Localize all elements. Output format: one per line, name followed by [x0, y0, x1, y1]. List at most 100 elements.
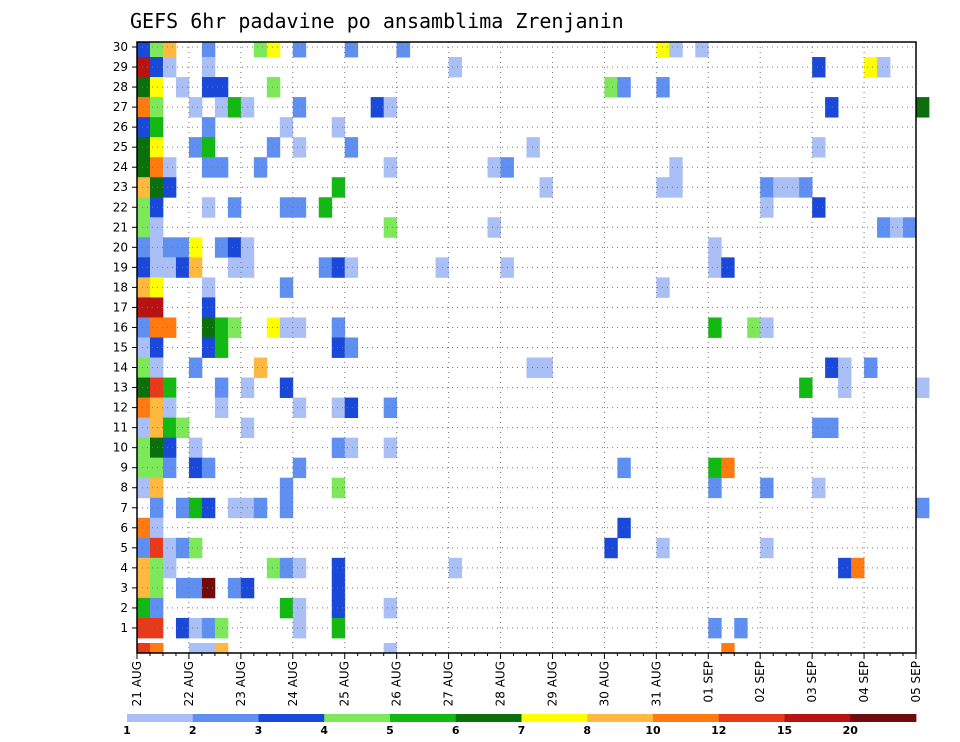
y-tick-label: 22 — [113, 200, 128, 214]
precip-cell-m4-t15 — [331, 557, 346, 579]
precip-cell-m1-t4 — [188, 617, 203, 639]
precip-cell-m19-t15 — [331, 257, 346, 278]
precip-cell-m30-t0 — [137, 42, 151, 58]
precip-cell-m3-t7 — [227, 577, 242, 599]
precip-cell-m29-t52 — [812, 57, 826, 78]
colorbar-legend: 1 2 3 4 5 6 7 8 10 12 15 20 — [123, 714, 917, 737]
precip-cell-m15-t5 — [201, 337, 216, 358]
precip-cell-m12-t16 — [344, 397, 359, 419]
colorbar-label: 2 — [189, 724, 197, 737]
precip-cell-m25-t1 — [149, 137, 164, 158]
precip-cell-m23-t31 — [539, 177, 553, 198]
precip-cell-m22-t1 — [149, 197, 164, 218]
precip-cell-m2-t1 — [149, 597, 164, 619]
precip-cell-m11-t1 — [149, 417, 164, 439]
y-tick-label: 2 — [120, 601, 128, 615]
precip-cell-m15-t6 — [214, 337, 229, 358]
precip-cell-m9-t1 — [149, 457, 164, 479]
precip-cell-m19-t2 — [162, 257, 177, 278]
precip-cell-m25-t16 — [344, 137, 359, 158]
y-tick-label: 6 — [120, 521, 128, 535]
precip-cell-m23-t49 — [773, 177, 787, 198]
precip-cell-m24-t6 — [214, 157, 229, 178]
y-tick-label: 30 — [113, 40, 128, 54]
precip-cell-m1-t1 — [149, 617, 164, 639]
precip-cell-m4-t0 — [137, 557, 151, 579]
x-tick-label: 30 AUG — [597, 661, 611, 706]
y-tick-label: 5 — [120, 541, 128, 555]
colorbar-label: 6 — [452, 724, 460, 737]
colorbar-swatch — [455, 714, 522, 722]
precip-cell-m25-t4 — [188, 137, 203, 158]
x-tick-label: 24 AUG — [286, 661, 300, 706]
colorbar-swatch — [653, 714, 720, 722]
y-tick-label: 9 — [120, 461, 128, 475]
precip-cell-m16-t47 — [747, 317, 761, 338]
precip-cell-m13-t6 — [214, 377, 229, 398]
precip-cell-m9-t44 — [708, 457, 722, 479]
precip-cell-m30-t41 — [669, 42, 683, 58]
precip-cell-m4-t2 — [162, 557, 177, 579]
precip-cell-m16-t12 — [292, 317, 307, 338]
precip-cell-m27-t7 — [227, 97, 242, 118]
grid-lines — [137, 42, 916, 653]
precip-cell-m21-t27 — [487, 217, 501, 238]
precip-cell-m14-t0 — [137, 357, 151, 378]
precip-cell-m25-t30 — [526, 137, 540, 158]
precip-cell-m1-t5 — [201, 617, 216, 639]
y-tick-label: 8 — [120, 481, 128, 495]
precip-cell-m19-t44 — [708, 257, 722, 278]
colorbar-swatch — [587, 714, 654, 722]
precip-cell-m8-t1 — [149, 477, 164, 499]
y-tick-label: 17 — [113, 300, 128, 314]
colorbar-label: 12 — [711, 724, 726, 737]
y-tick-label: 10 — [113, 441, 128, 455]
precip-cell-m28-t1 — [149, 77, 164, 98]
x-tick-label: 03 SEP — [805, 661, 819, 703]
precip-cell-m20-t2 — [162, 237, 177, 258]
precip-cell-m3-t1 — [149, 577, 164, 599]
precip-cell-m4-t12 — [292, 557, 307, 579]
precip-cell-m19-t14 — [318, 257, 333, 278]
precip-cell-m11-t52 — [812, 417, 826, 439]
precip-cell-m23-t15 — [331, 177, 346, 198]
precip-cell-m7-t11 — [279, 497, 294, 519]
colorbar-label: 20 — [843, 724, 859, 737]
colorbar-label: 4 — [320, 724, 328, 737]
precip-cell-m27-t1 — [149, 97, 164, 118]
precip-cell-m14-t30 — [526, 357, 540, 378]
precip-cell-m15-t1 — [149, 337, 164, 358]
colorbar-label: 15 — [777, 724, 792, 737]
precip-cell-m8-t11 — [279, 477, 294, 499]
precip-cell-m21-t58 — [890, 217, 904, 238]
precip-cell-m13-t0 — [137, 377, 151, 398]
y-tick-label: 13 — [113, 381, 128, 395]
precip-cell-m14-t56 — [864, 357, 878, 378]
x-tick-label: 23 AUG — [234, 661, 248, 706]
precip-cell-m20-t6 — [214, 237, 229, 258]
y-tick-label: 7 — [120, 501, 128, 515]
precip-cell-m15-t0 — [137, 337, 151, 358]
precip-cell-m13-t1 — [149, 377, 164, 398]
precip-cell-m1-t46 — [734, 617, 748, 639]
x-tick-label: 04 SEP — [857, 661, 871, 703]
precip-cell-m13-t51 — [799, 377, 813, 398]
precip-cell-m22-t5 — [201, 197, 216, 218]
precip-cell-m18-t5 — [201, 277, 216, 298]
precip-cell-m20-t4 — [188, 237, 203, 258]
precip-cell-m29-t1 — [149, 57, 164, 78]
precip-cell-m3-t15 — [331, 577, 346, 599]
precip-cell-m7-t1 — [149, 497, 164, 519]
precip-cell-m27-t6 — [214, 97, 229, 118]
precip-cell-m30-t1 — [149, 42, 164, 58]
x-tick-label: 29 AUG — [545, 661, 559, 706]
precip-cell-m2-t15 — [331, 597, 346, 619]
precip-cell-m10-t2 — [162, 437, 177, 459]
precip-cell-m2-t12 — [292, 597, 307, 619]
precip-cell-m29-t2 — [162, 57, 177, 78]
precip-cell-m21-t1 — [149, 217, 164, 238]
precip-cell-m2-t19 — [383, 597, 398, 619]
precip-cell-m5-t4 — [188, 537, 203, 559]
colorbar-swatch — [718, 714, 785, 722]
precip-cell-m2-t11 — [279, 597, 294, 619]
